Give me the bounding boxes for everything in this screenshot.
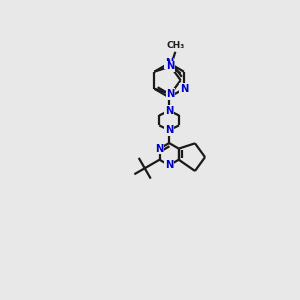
Text: N: N xyxy=(165,58,173,68)
Text: N: N xyxy=(167,89,175,99)
Text: N: N xyxy=(165,125,173,135)
Text: N: N xyxy=(165,160,173,170)
Text: N: N xyxy=(155,144,164,154)
Text: N: N xyxy=(167,61,175,71)
Text: N: N xyxy=(165,106,173,116)
Text: N: N xyxy=(180,84,188,94)
Text: CH₃: CH₃ xyxy=(166,41,184,50)
